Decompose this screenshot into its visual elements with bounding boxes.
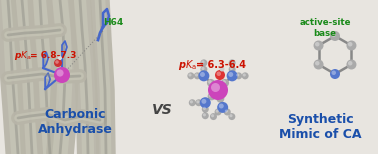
Circle shape (188, 73, 192, 77)
Polygon shape (43, 52, 48, 68)
Circle shape (221, 79, 229, 87)
Circle shape (201, 67, 204, 70)
Circle shape (330, 31, 340, 41)
Circle shape (228, 72, 233, 77)
Circle shape (242, 72, 249, 79)
Circle shape (208, 80, 212, 84)
Circle shape (217, 71, 221, 76)
Circle shape (225, 109, 228, 113)
Circle shape (315, 42, 319, 47)
Circle shape (236, 73, 239, 77)
Text: p$K_\mathrm{a}$: p$K_\mathrm{a}$ (14, 49, 32, 61)
Polygon shape (103, 9, 109, 27)
Circle shape (230, 60, 233, 64)
Circle shape (332, 71, 336, 75)
Circle shape (348, 61, 352, 65)
Text: Carbonic
Anhydrase: Carbonic Anhydrase (37, 108, 112, 136)
Circle shape (200, 72, 205, 77)
Circle shape (201, 60, 204, 64)
Circle shape (207, 79, 215, 87)
Polygon shape (62, 41, 67, 57)
Circle shape (190, 100, 193, 103)
Text: Synthetic
Mimic of CA: Synthetic Mimic of CA (279, 113, 361, 141)
Circle shape (200, 59, 208, 66)
Circle shape (243, 73, 246, 77)
Circle shape (216, 95, 224, 103)
Circle shape (229, 66, 235, 73)
Circle shape (58, 56, 62, 60)
Text: p$K_\mathrm{a}$: p$K_\mathrm{a}$ (178, 58, 197, 72)
Circle shape (209, 94, 212, 97)
Circle shape (215, 70, 225, 80)
Circle shape (211, 114, 214, 117)
Circle shape (195, 99, 202, 106)
Circle shape (224, 108, 231, 116)
Circle shape (202, 106, 209, 113)
Circle shape (203, 107, 206, 110)
Circle shape (215, 109, 219, 113)
Circle shape (54, 67, 70, 83)
Circle shape (202, 112, 209, 119)
Circle shape (196, 100, 200, 103)
Circle shape (55, 60, 59, 64)
Circle shape (229, 59, 235, 66)
Circle shape (227, 70, 238, 81)
Text: VS: VS (152, 103, 172, 117)
Text: H64: H64 (103, 18, 123, 26)
Circle shape (228, 113, 235, 120)
Circle shape (332, 32, 336, 37)
Text: active-site
base: active-site base (299, 18, 351, 38)
Circle shape (330, 69, 340, 79)
Circle shape (201, 99, 206, 104)
Polygon shape (45, 73, 50, 89)
Circle shape (217, 96, 221, 99)
Text: = 6.8-7.3: = 6.8-7.3 (30, 51, 76, 59)
Circle shape (347, 59, 356, 69)
Circle shape (347, 41, 356, 51)
Circle shape (194, 72, 201, 79)
Circle shape (217, 102, 228, 113)
Circle shape (313, 59, 324, 69)
Circle shape (56, 69, 64, 77)
Circle shape (187, 72, 194, 79)
Circle shape (211, 83, 220, 92)
Text: = 6.3-6.4: = 6.3-6.4 (196, 60, 246, 70)
Circle shape (215, 108, 222, 116)
Circle shape (200, 66, 208, 73)
Circle shape (210, 113, 217, 120)
Circle shape (189, 99, 196, 106)
Circle shape (200, 97, 211, 108)
Circle shape (198, 70, 209, 81)
Circle shape (222, 80, 226, 84)
Circle shape (229, 114, 232, 117)
Circle shape (208, 92, 215, 100)
Circle shape (315, 61, 319, 65)
Circle shape (195, 73, 198, 77)
Circle shape (313, 41, 324, 51)
Circle shape (54, 59, 62, 67)
Circle shape (208, 80, 228, 100)
Circle shape (235, 72, 242, 79)
Circle shape (203, 113, 206, 116)
Circle shape (230, 67, 233, 70)
Circle shape (348, 42, 352, 47)
Circle shape (220, 67, 225, 71)
Circle shape (219, 103, 224, 108)
